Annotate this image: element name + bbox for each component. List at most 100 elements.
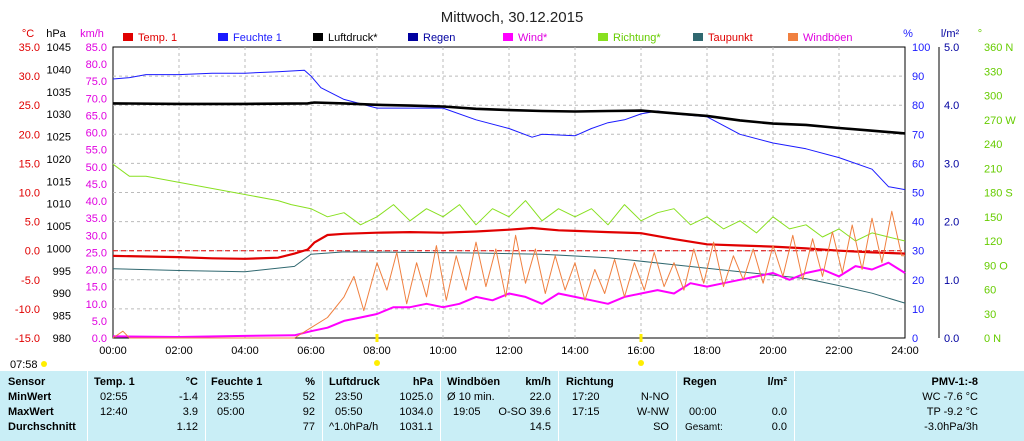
axis-tick-humidity: 80 [912,100,924,112]
richtung-min-time: 17:20 [572,391,600,403]
regen-max-time: 00:00 [689,406,717,418]
stats-separator [676,371,677,441]
luftdruck-max-row: 05:50 1034.0 [329,405,437,420]
windboeen-avg10-value: 22.0 [529,391,551,403]
windboeen-max-value: O-SO 39.6 [498,406,551,418]
series-line-taupunkt [112,251,906,304]
axis-tick-rain: 2.0 [944,217,959,229]
legend-swatch [598,33,608,41]
axis-title-temp: °C [22,28,34,40]
axis-tick-pressure: 1005 [47,221,71,233]
axis-tick-temp: -5.0 [21,275,40,287]
axis-tick-direction: 330 [984,66,1002,78]
temp-header: Temp. 1 [94,376,135,388]
windboeen-unit: km/h [525,376,551,388]
x-tick-label: 24:00 [891,345,919,357]
time-marker-dot [638,360,644,366]
axis-tick-wind: 45.0 [86,179,107,191]
x-tick-label: 10:00 [429,345,457,357]
axis-tick-wind: 80.0 [86,59,107,71]
axis-tick-humidity: 60 [912,158,924,170]
axis-tick-humidity: 20 [912,275,924,287]
regen-min-row [683,390,791,405]
axis-tick-humidity: 0 [912,333,918,345]
regen-max-row: 00:00 0.0 [683,405,791,420]
feuchte-min-row: 23:55 52 [211,390,319,405]
windboeen-header-row: Windböen km/h [447,375,555,390]
luftdruck-min-row: 23:50 1025.0 [329,390,437,405]
legend-swatch [123,33,133,41]
luftdruck-header: Luftdruck [329,376,380,388]
axis-tick-pressure: 1010 [47,199,71,211]
richtung-min-row: 17:20 N-NO [566,390,673,405]
luftdruck-min-time: 23:50 [335,391,363,403]
chart-background [0,0,1024,371]
temp-header-row: Temp. 1 °C [94,375,202,390]
temp-max-time: 12:40 [100,406,128,418]
axis-tick-humidity: 90 [912,71,924,83]
axis-tick-temp: 30.0 [19,71,40,83]
legend-swatch [408,33,418,41]
windboeen-max-row: 19:05 O-SO 39.6 [447,405,555,420]
stats-col-richtung: Richtung 17:20 N-NO 17:15 W-NW SO [566,371,673,441]
feuchte-avg-value: 77 [302,421,315,433]
axis-tick-wind: 65.0 [86,110,107,122]
x-tick-label: 04:00 [231,345,259,357]
feuchte-max-row: 05:00 92 [211,405,319,420]
axis-tick-pressure: 990 [53,288,71,300]
feuchte-min-value: 52 [302,391,315,403]
luftdruck-avg-value: 1031.1 [399,421,433,433]
series-line-temp-1 [112,226,906,260]
axis-tick-pressure: 1015 [47,176,71,188]
axis-tick-wind: 30.0 [86,230,107,242]
x-tick-label: 22:00 [825,345,853,357]
axis-tick-wind: 10.0 [86,299,107,311]
regen-header: Regen [683,376,717,388]
legend-swatch [788,33,798,41]
axis-tick-wind: 40.0 [86,196,107,208]
axis-tick-direction: 300 [984,91,1002,103]
feuchte-max-value: 92 [302,406,315,418]
axis-tick-pressure: 1030 [47,109,71,121]
stats-separator [87,371,88,441]
axis-tick-pressure: 1020 [47,154,71,166]
legend-swatch [313,33,323,41]
regen-total-value: 0.0 [771,421,787,433]
axis-tick-rain: 4.0 [944,100,959,112]
axis-title-pressure: hPa [46,28,66,40]
axis-tick-temp: -10.0 [15,304,40,316]
axis-tick-rain: 5.0 [944,42,959,54]
legend-label: Feuchte 1 [233,32,282,44]
axis-tick-wind: 85.0 [86,42,107,54]
chart-plot-area [41,69,906,367]
axis-tick-wind: 0.0 [92,333,107,345]
feuchte-header: Feuchte 1 [211,376,263,388]
pmv-dewpoint: TP -9.2 °C [926,406,978,418]
axis-tick-direction: 150 [984,212,1002,224]
richtung-avg-value: SO [653,421,669,433]
start-time-label: 07:58 [10,359,38,371]
stats-separator [322,371,323,441]
x-tick-label: 18:00 [693,345,721,357]
axis-tick-wind: 75.0 [86,76,107,88]
x-tick-label: 14:00 [561,345,589,357]
axis-tick-wind: 70.0 [86,93,107,105]
legend-label: Richtung* [613,32,661,44]
stats-separator [558,371,559,441]
luftdruck-max-value: 1034.0 [399,406,433,418]
axis-tick-temp: 35.0 [19,42,40,54]
temp-max-row: 12:40 3.9 [94,405,202,420]
weather-chart: Mittwoch, 30.12.2015 Temp. 1 Feuchte 1 Luf… [0,0,1024,371]
axis-tick-pressure: 1045 [47,42,71,54]
axis-tick-temp: 10.0 [19,188,40,200]
axis-tick-temp: 15.0 [19,158,40,170]
legend-label: Luftdruck* [328,32,378,44]
axis-tick-temp: 25.0 [19,100,40,112]
x-tick-label: 08:00 [363,345,391,357]
legend-swatch [218,33,228,41]
richtung-max-value: W-NW [636,406,669,418]
axis-tick-direction: 90 O [984,260,1008,272]
x-tick-label: 20:00 [759,345,787,357]
stats-separator [794,371,795,441]
x-tick-label: 00:00 [99,345,127,357]
